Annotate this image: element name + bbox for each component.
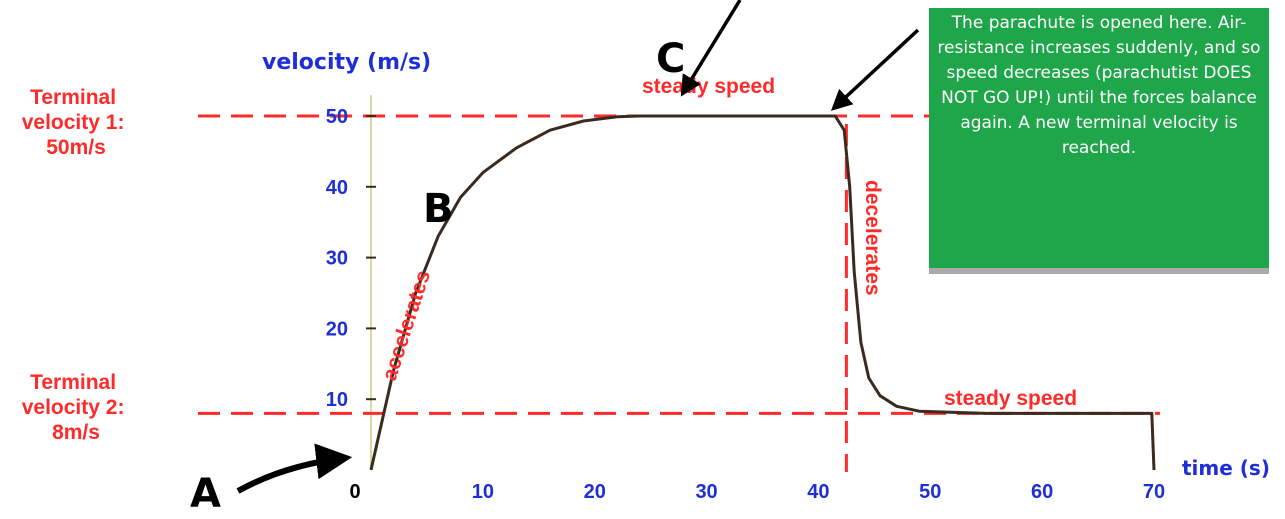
y-tick-label: 50: [326, 106, 348, 128]
decelerates-label: decelerates: [861, 180, 884, 296]
point-a-label: A: [190, 471, 221, 517]
x-tick-label: 70: [1143, 481, 1165, 503]
x-tick-label: 10: [472, 481, 494, 503]
velocity-curve: [369, 114, 1156, 471]
x-tick-group: 0 10 20 30 40 50 60 70: [349, 481, 1165, 503]
x-tick-label: 50: [919, 481, 941, 503]
x-tick-label: 20: [584, 481, 606, 503]
y-tick-label: 20: [326, 318, 348, 340]
terminal-velocity-2-label: Terminal velocity 2: 8m/s: [22, 371, 131, 444]
x-axis-label: time (s): [1182, 456, 1270, 480]
x-tick-label: 30: [695, 481, 717, 503]
arrow-to-steady-speed: [680, 0, 742, 97]
y-tick-label: 10: [326, 389, 348, 411]
y-tick-label: 40: [326, 177, 348, 199]
steady-speed-label-1: steady speed: [642, 75, 775, 98]
terminal-velocity-1-label: Terminal velocity 1: 50m/s: [22, 86, 131, 159]
point-b-label: B: [423, 186, 454, 232]
point-c-label: C: [656, 36, 685, 82]
arrow-to-parachute-point: [830, 28, 920, 111]
arrow-to-point-a: [236, 443, 353, 494]
parachute-callout: The parachute is opened here. Air-resist…: [929, 8, 1269, 268]
accelerates-label: accelerates: [378, 268, 435, 384]
y-tick-label: 30: [326, 248, 348, 270]
x-tick-label: 60: [1031, 481, 1053, 503]
x-tick-label: 40: [807, 481, 829, 503]
y-tick-group: 10 20 30 40 50: [326, 106, 376, 411]
y-axis-label: velocity (m/s): [262, 50, 431, 75]
steady-speed-label-2: steady speed: [944, 387, 1077, 410]
x-tick-label: 0: [349, 481, 360, 503]
